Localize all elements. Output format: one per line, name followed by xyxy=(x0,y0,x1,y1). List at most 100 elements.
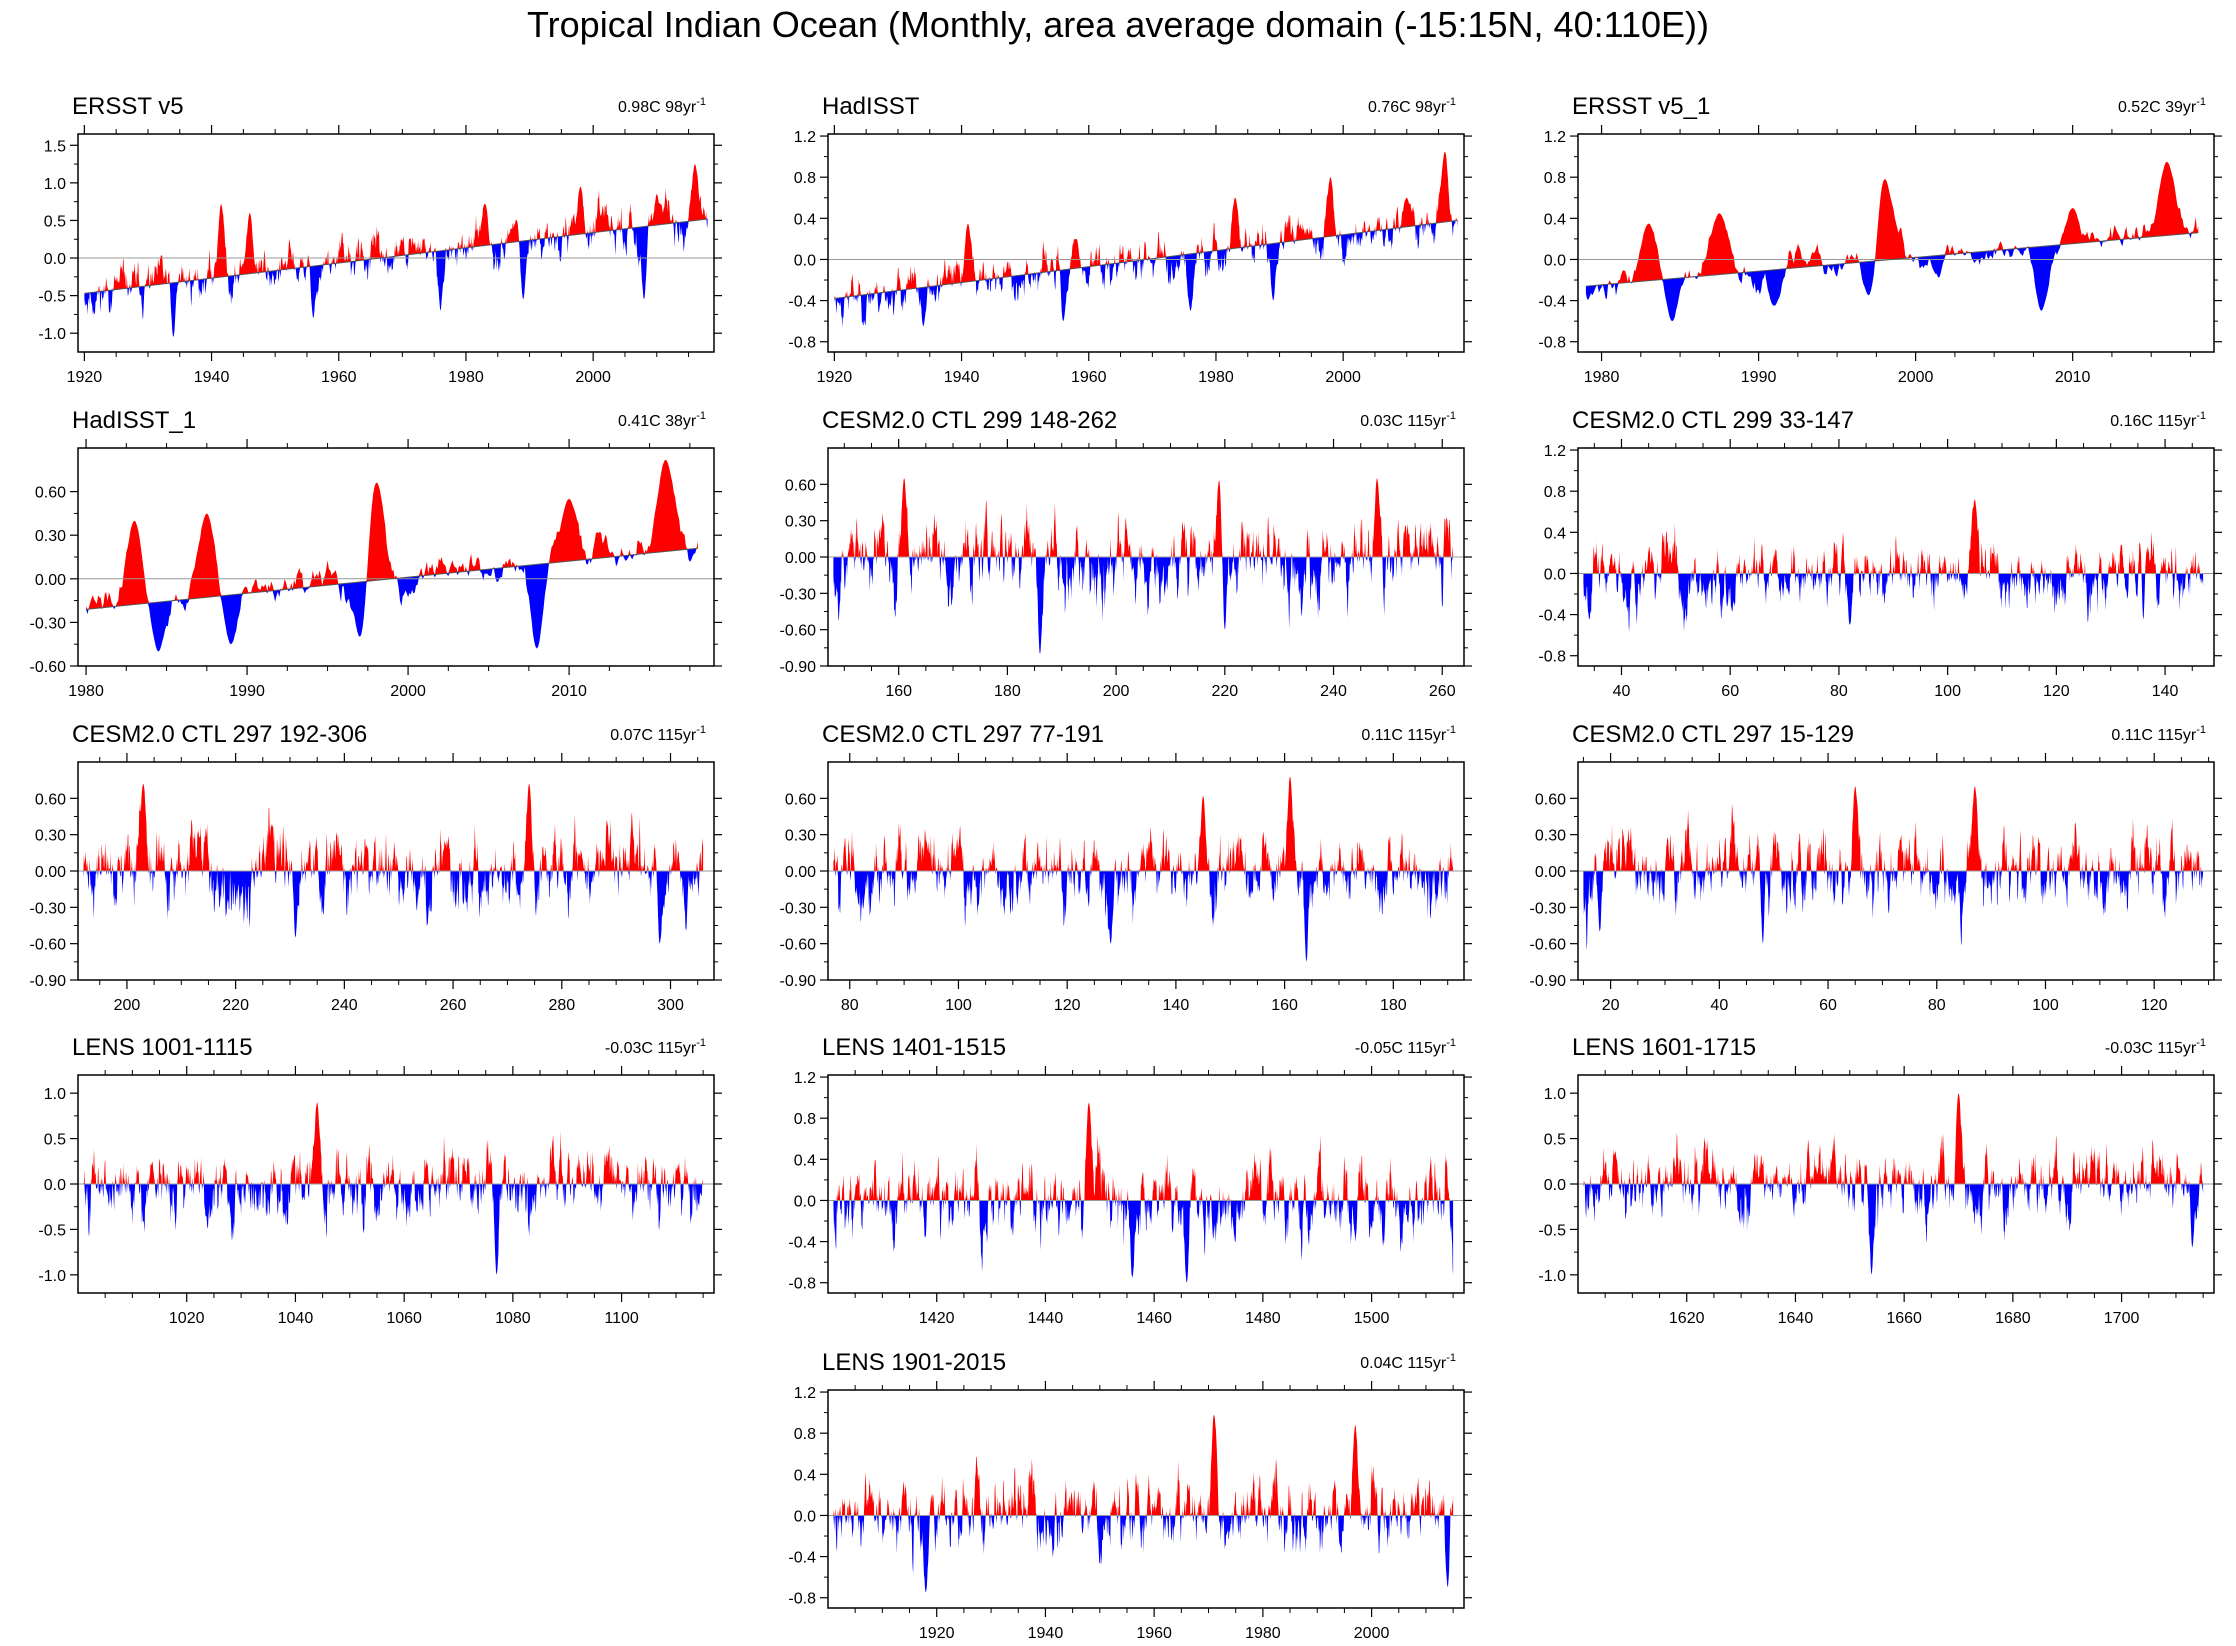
y-tick-label: 1.0 xyxy=(1544,1086,1566,1103)
y-tick-label: -0.90 xyxy=(780,659,817,676)
trend-annotation: -0.03C 115yr-1 xyxy=(2105,1037,2206,1057)
y-tick-label: 1.2 xyxy=(794,129,816,146)
y-tick-label: 1.2 xyxy=(1544,129,1566,146)
x-tick-label: 1060 xyxy=(386,1310,422,1327)
x-tick-label: 1460 xyxy=(1136,1310,1172,1327)
positive-anomaly-fill xyxy=(1583,1093,2204,1184)
panel-title: ERSST v5 xyxy=(72,93,184,120)
y-tick-label: 0.00 xyxy=(35,572,66,589)
y-tick-label: -0.4 xyxy=(1538,294,1566,311)
y-tick-label: 0.8 xyxy=(794,1426,816,1443)
y-tick-label: 0.30 xyxy=(785,828,816,845)
negative-anomaly-fill xyxy=(833,557,1454,654)
panel-title: CESM2.0 CTL 299 148-262 xyxy=(822,407,1117,434)
y-tick-label: -0.90 xyxy=(30,973,67,990)
y-tick-label: 0.00 xyxy=(35,864,66,881)
x-tick-label: 1680 xyxy=(1995,1310,2031,1327)
positive-anomaly-fill xyxy=(83,783,704,871)
trend-annotation: 0.11C 115yr-1 xyxy=(1361,724,1456,744)
y-tick-label: -0.60 xyxy=(780,937,817,954)
panel-4: -0.60 -0.30 0.00 0.30 0.60 1980 1990 2000 2010 Ha… xyxy=(30,407,722,700)
y-tick-label: 0.5 xyxy=(44,213,66,230)
y-tick-label: 0.4 xyxy=(794,1152,816,1169)
x-tick-label: 260 xyxy=(1429,683,1456,700)
trend-annotation: 0.11C 115yr-1 xyxy=(2111,724,2206,744)
y-tick-label: 0.0 xyxy=(794,252,816,269)
x-tick-label: 80 xyxy=(1928,997,1946,1014)
x-tick-label: 20 xyxy=(1602,997,1620,1014)
plot-frame xyxy=(77,133,715,353)
panel-title: CESM2.0 CTL 297 77-191 xyxy=(822,721,1104,748)
positive-anomaly-fill xyxy=(833,776,1454,871)
positive-anomaly-fill xyxy=(83,1102,704,1184)
panel-title: LENS 1901-2015 xyxy=(822,1349,1006,1376)
x-tick-label: 240 xyxy=(331,997,358,1014)
plot-frame xyxy=(827,1389,1465,1609)
x-tick-label: 80 xyxy=(841,997,859,1014)
positive-anomaly-fill xyxy=(833,1102,1454,1201)
trend-line xyxy=(86,547,698,610)
panel-title: HadISST_1 xyxy=(72,407,196,434)
y-tick-label: 0.30 xyxy=(35,828,66,845)
x-tick-label: 120 xyxy=(2141,997,2168,1014)
y-tick-label: 0.5 xyxy=(1544,1132,1566,1149)
x-tick-label: 1980 xyxy=(1198,369,1234,386)
panel-6: -0.8 -0.4 0.0 0.4 0.8 1.2 40 60 80 100 120 140 CESM2… xyxy=(1538,407,2222,700)
y-tick-label: 0.8 xyxy=(1544,484,1566,501)
negative-anomaly-fill xyxy=(1585,232,2199,322)
y-tick-label: -1.0 xyxy=(38,326,66,343)
x-tick-label: 1700 xyxy=(2104,1310,2140,1327)
y-tick-label: 0.60 xyxy=(1535,791,1566,808)
x-tick-label: 2000 xyxy=(1898,369,1934,386)
negative-anomaly-fill xyxy=(833,1515,1454,1593)
trend-annotation: 0.98C 98yr-1 xyxy=(618,96,706,116)
positive-anomaly-fill xyxy=(1585,161,2199,287)
x-tick-label: 200 xyxy=(114,997,141,1014)
x-tick-label: 1960 xyxy=(321,369,357,386)
x-tick-label: 2010 xyxy=(551,683,587,700)
panel-2: -0.8 -0.4 0.0 0.4 0.8 1.2 1920 1940 1960 1980 2000… xyxy=(788,93,1472,386)
plot-frame xyxy=(827,1074,1465,1294)
x-tick-label: 40 xyxy=(1613,683,1631,700)
x-tick-label: 260 xyxy=(440,997,467,1014)
y-tick-label: 0.8 xyxy=(794,170,816,187)
y-tick-label: -0.30 xyxy=(1530,900,1567,917)
y-tick-label: 0.0 xyxy=(1544,252,1566,269)
y-tick-label: -1.0 xyxy=(1538,1268,1566,1285)
trend-annotation: 0.03C 115yr-1 xyxy=(1360,410,1456,430)
y-tick-label: 0.30 xyxy=(1535,828,1566,845)
x-tick-label: 1920 xyxy=(67,369,103,386)
x-tick-label: 1980 xyxy=(68,683,104,700)
x-tick-label: 300 xyxy=(657,997,684,1014)
x-tick-label: 160 xyxy=(1271,997,1298,1014)
x-tick-label: 220 xyxy=(1211,683,1238,700)
x-tick-label: 180 xyxy=(994,683,1021,700)
x-tick-label: 1990 xyxy=(1741,369,1777,386)
plot-frame xyxy=(1577,133,2215,353)
x-tick-label: 100 xyxy=(2032,997,2059,1014)
x-tick-label: 1980 xyxy=(448,369,484,386)
y-tick-label: 0.00 xyxy=(1535,864,1566,881)
x-tick-label: 1080 xyxy=(495,1310,531,1327)
y-tick-label: 1.5 xyxy=(44,138,66,155)
y-tick-label: 0.0 xyxy=(1544,566,1566,583)
x-tick-label: 240 xyxy=(1320,683,1347,700)
negative-anomaly-fill xyxy=(83,871,704,944)
positive-anomaly-fill xyxy=(84,164,708,294)
x-tick-label: 1990 xyxy=(229,683,265,700)
positive-anomaly-fill xyxy=(1583,786,2204,871)
x-tick-label: 140 xyxy=(2152,683,2179,700)
plot-frame xyxy=(1577,447,2215,667)
trend-line xyxy=(834,219,1458,300)
y-tick-label: -0.5 xyxy=(38,1222,66,1239)
y-tick-label: 0.0 xyxy=(44,1177,66,1194)
x-tick-label: 100 xyxy=(945,997,972,1014)
y-tick-label: -0.8 xyxy=(1538,649,1566,666)
x-tick-label: 2010 xyxy=(2055,369,2091,386)
x-tick-label: 1920 xyxy=(817,369,853,386)
y-tick-label: -0.60 xyxy=(780,623,817,640)
x-tick-label: 140 xyxy=(1163,997,1190,1014)
negative-anomaly-fill xyxy=(1583,573,2204,632)
figure-title: Tropical Indian Ocean (Monthly, area ave… xyxy=(527,4,1709,45)
